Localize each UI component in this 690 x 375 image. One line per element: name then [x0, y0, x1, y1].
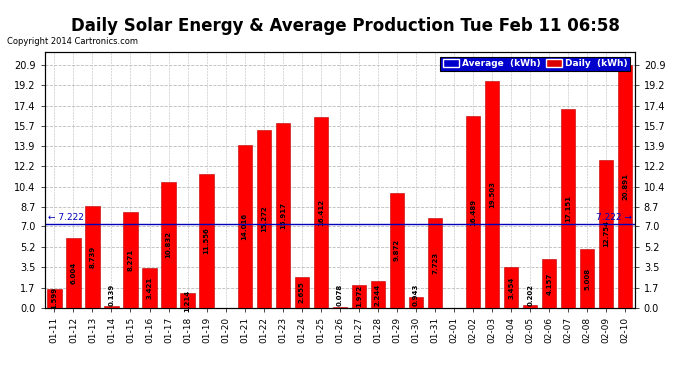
Text: 3.454: 3.454	[508, 276, 514, 298]
Bar	[199, 174, 214, 308]
Text: 16.489: 16.489	[470, 198, 476, 225]
Text: 5.008: 5.008	[584, 267, 590, 290]
Text: 4.157: 4.157	[546, 272, 552, 294]
Text: 15.272: 15.272	[261, 206, 267, 232]
Bar	[352, 285, 366, 308]
Bar	[181, 293, 195, 308]
Text: 2.655: 2.655	[299, 281, 305, 303]
Bar	[618, 65, 633, 308]
Text: 19.503: 19.503	[489, 181, 495, 208]
Bar	[466, 116, 480, 308]
Text: 0.139: 0.139	[108, 284, 115, 306]
Text: 6.004: 6.004	[70, 262, 77, 284]
Bar	[237, 145, 252, 308]
Text: 11.556: 11.556	[204, 227, 210, 254]
Bar	[542, 260, 556, 308]
Text: 7.222 →: 7.222 →	[596, 213, 632, 222]
Text: 8.271: 8.271	[128, 249, 133, 271]
Text: 7.723: 7.723	[432, 252, 438, 274]
Text: 1.214: 1.214	[185, 290, 190, 312]
Text: 0.078: 0.078	[337, 284, 343, 306]
Bar	[66, 238, 81, 308]
Text: 1.599: 1.599	[51, 287, 57, 309]
Text: 12.754: 12.754	[603, 220, 609, 247]
Bar	[124, 211, 137, 308]
Bar	[314, 117, 328, 308]
Bar	[599, 160, 613, 308]
Text: 2.244: 2.244	[375, 284, 381, 306]
Text: 8.739: 8.739	[90, 246, 95, 268]
Bar	[275, 123, 290, 308]
Text: 16.412: 16.412	[318, 199, 324, 226]
Bar	[142, 268, 157, 308]
Text: ← 7.222: ← 7.222	[48, 213, 83, 222]
Text: 0.943: 0.943	[413, 284, 419, 306]
Text: 10.832: 10.832	[166, 231, 172, 258]
Legend: Average  (kWh), Daily  (kWh): Average (kWh), Daily (kWh)	[440, 57, 630, 70]
Bar	[390, 193, 404, 308]
Text: 20.891: 20.891	[622, 173, 629, 200]
Bar	[161, 182, 176, 308]
Bar	[428, 218, 442, 308]
Bar	[523, 305, 538, 308]
Text: Copyright 2014 Cartronics.com: Copyright 2014 Cartronics.com	[7, 38, 138, 46]
Bar	[295, 277, 309, 308]
Bar	[504, 267, 518, 308]
Bar	[47, 289, 61, 308]
Bar	[408, 297, 423, 307]
Text: 1.972: 1.972	[356, 285, 362, 307]
Bar	[485, 81, 499, 308]
Text: 9.872: 9.872	[394, 239, 400, 261]
Text: 17.151: 17.151	[565, 195, 571, 222]
Text: 0.202: 0.202	[527, 284, 533, 306]
Bar	[561, 109, 575, 308]
Bar	[371, 282, 385, 308]
Bar	[580, 249, 594, 308]
Text: 14.016: 14.016	[241, 213, 248, 240]
Text: Daily Solar Energy & Average Production Tue Feb 11 06:58: Daily Solar Energy & Average Production …	[70, 17, 620, 35]
Bar	[333, 307, 347, 308]
Bar	[257, 130, 271, 308]
Text: 3.421: 3.421	[146, 276, 152, 299]
Bar	[86, 206, 99, 308]
Bar	[104, 306, 119, 308]
Text: 15.917: 15.917	[279, 202, 286, 229]
